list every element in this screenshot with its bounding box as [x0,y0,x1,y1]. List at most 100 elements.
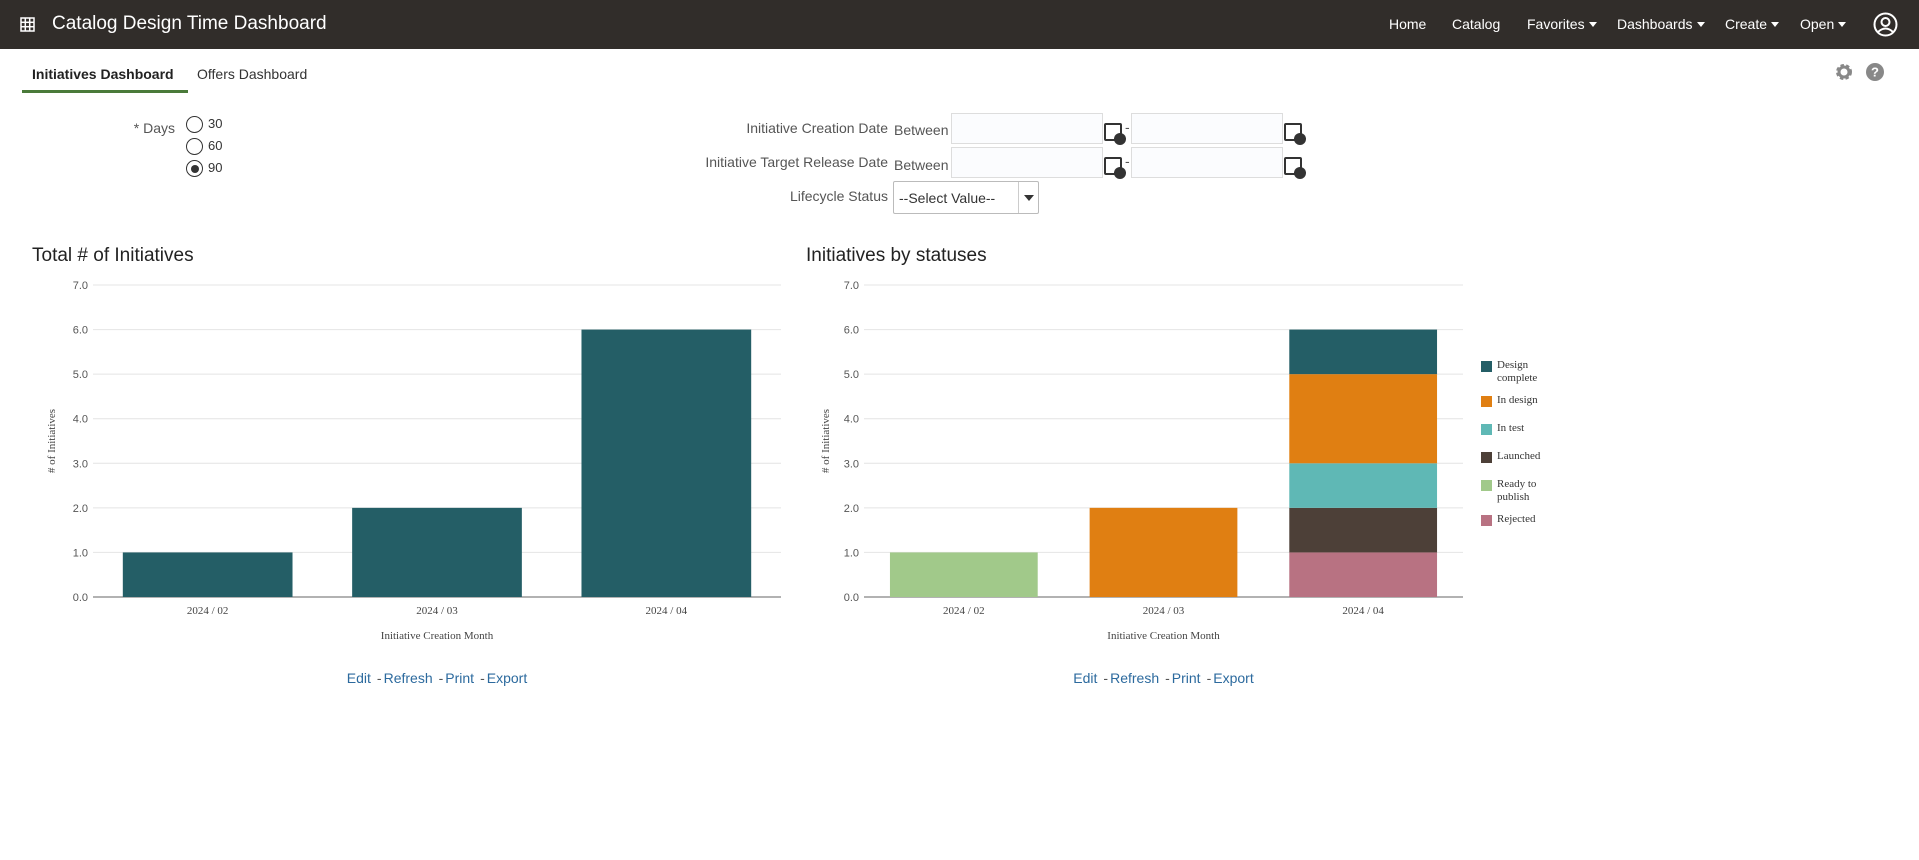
bar [352,507,522,597]
radio[interactable] [186,116,203,133]
help-glyph: ? [1871,65,1879,80]
select-divider [1018,182,1019,213]
select[interactable]: --Select Value-- [893,181,1039,214]
nav-menu[interactable]: Create [1725,16,1779,32]
apps-icon[interactable] [20,17,35,32]
legend-item: Launched [1481,450,1551,469]
legend-swatch [1481,396,1492,407]
chart-panel: Total # of Initiatives 0.0 1.0 2.0 3.0 4.0 5.0… [0,230,800,710]
x-tick-label: 2024 / 04 [646,605,688,617]
calendar-icon[interactable] [1284,157,1306,179]
y-tick-label: 0.0 [73,592,88,604]
date-input[interactable] [951,147,1103,178]
range-separator: - [1125,119,1130,135]
bar-segment [1289,374,1438,464]
bar-segment [1089,507,1238,597]
y-tick-label: 1.0 [844,547,859,559]
nav-menu[interactable]: Open [1800,16,1846,32]
date-input[interactable] [951,113,1103,144]
nav-label: Dashboards [1617,16,1693,32]
chart-actions: Edit - Refresh - Print - Export [337,670,537,688]
action-link[interactable]: Export [1213,670,1254,686]
nav-menu[interactable]: Favorites [1527,16,1597,32]
action-separator: - [1103,670,1109,686]
action-link[interactable]: Export [486,670,528,686]
operator: Between [894,157,949,173]
y-tick-label: 7.0 [73,280,88,292]
calendar-icon[interactable] [1104,157,1126,179]
legend-swatch [1481,480,1492,491]
legend-label: In test [1497,422,1525,434]
x-tick-label: 2024 / 04 [1342,605,1384,617]
y-tick-label: 0.0 [844,592,859,604]
date-input[interactable] [1131,147,1283,178]
tab[interactable]: Initiatives Dashboard [32,66,174,82]
operator: Between [894,122,949,138]
action-link[interactable]: Refresh [1110,670,1160,686]
nav-link[interactable]: Catalog [1452,16,1501,32]
legend-label: Rejected [1497,513,1536,525]
chart-title: Total # of Initiatives [32,245,194,266]
legend-label: Launched [1497,450,1541,462]
header: Catalog Design Time Dashboard Home Catal… [0,0,1919,49]
filter-label: Initiative Creation Date [746,120,888,136]
legend-item: In test [1481,422,1551,441]
calendar-icon[interactable] [1284,123,1306,145]
x-tick-label: 2024 / 02 [943,605,985,617]
help-icon[interactable]: ? [1866,63,1884,81]
legend-label: Ready to publish [1497,478,1537,503]
select-caret [1024,195,1034,206]
chart: 0.0 1.0 2.0 3.0 4.0 5.0 6.0 7.0 # of Initiatives… [46,280,781,642]
action-link[interactable]: Edit [346,670,371,686]
x-tick-label: 2024 / 02 [187,605,229,617]
action-link[interactable]: Print [1171,670,1201,686]
chart: 0.0 1.0 2.0 3.0 4.0 5.0 6.0 7.0 # of Initiatives… [820,280,1463,642]
filter-label: Initiative Target Release Date [705,154,888,170]
action-link[interactable]: Edit [1073,670,1098,686]
radio[interactable] [186,160,203,177]
action-separator: - [1206,670,1212,686]
y-tick-label: 4.0 [73,414,88,426]
y-tick-label: 6.0 [844,325,859,337]
nav-label: Favorites [1527,16,1585,32]
y-tick-label: 6.0 [73,325,88,337]
x-tick-label: 2024 / 03 [1143,605,1185,617]
y-tick-label: 2.0 [73,503,88,515]
bar-segment [1289,463,1438,508]
app-title: Catalog Design Time Dashboard [52,13,327,34]
action-link[interactable]: Print [445,670,475,686]
bar-segment [1289,552,1438,597]
bar-segment [889,552,1038,597]
chart-actions: Edit - Refresh - Print - Export [1064,670,1264,688]
y-tick-label: 2.0 [844,503,859,515]
range-separator: - [1125,153,1130,169]
user-icon[interactable] [1873,12,1898,37]
legend: Design complete In design In test Launched R… [1481,359,1551,532]
bar [581,329,752,597]
date-input[interactable] [1131,113,1283,144]
y-tick-label: 5.0 [844,369,859,381]
y-tick-label: 1.0 [73,547,88,559]
bar-segment [1289,329,1438,375]
action-separator: - [480,670,485,686]
tab-underline [22,90,188,93]
radio-label: 90 [208,160,223,175]
nav-menu[interactable]: Dashboards [1617,16,1705,32]
radio-label: 60 [208,138,223,153]
action-link[interactable]: Refresh [383,670,433,686]
legend-swatch [1481,361,1492,372]
tab[interactable]: Offers Dashboard [197,66,308,82]
radio[interactable] [186,138,203,155]
legend-swatch [1481,452,1492,463]
action-separator: - [376,670,382,686]
filter-label: Lifecycle Status [789,188,888,204]
legend-item: Rejected [1481,513,1551,532]
legend-item: In design [1481,394,1551,413]
select-placeholder: --Select Value-- [899,190,996,206]
calendar-icon[interactable] [1104,123,1126,145]
y-axis-label: # of Initiatives [820,409,832,473]
legend-item: Ready to publish [1481,478,1551,504]
nav-link[interactable]: Home [1389,16,1427,32]
x-tick-label: 2024 / 03 [416,605,458,617]
settings-icon[interactable] [1834,62,1854,82]
